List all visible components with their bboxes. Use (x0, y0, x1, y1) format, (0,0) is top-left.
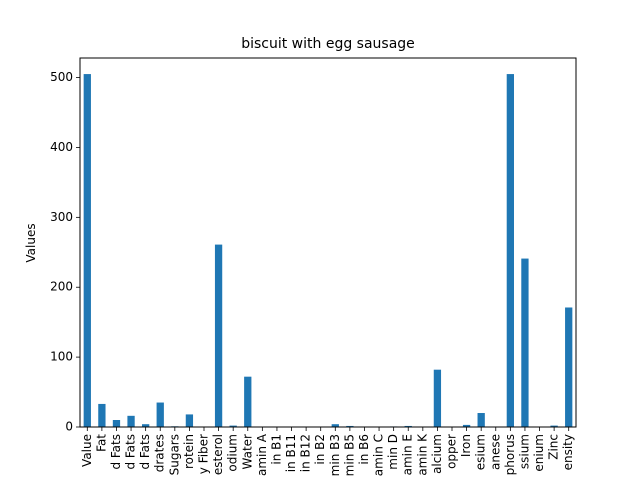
x-tick-label: Fat (94, 434, 108, 452)
bar (565, 307, 572, 427)
x-tick-label: in B12 (299, 434, 313, 472)
x-tick-label: in B11 (284, 434, 298, 472)
x-tick-label: Sugars (167, 434, 181, 475)
bar (244, 377, 251, 427)
x-tick-label: rotein (182, 434, 196, 469)
x-tick-label: amin A (255, 433, 269, 476)
x-tick-label: Zinc (547, 434, 561, 460)
x-tick-label: in B2 (313, 434, 327, 465)
x-tick-label: Iron (459, 434, 473, 457)
x-tick-label: esterol (211, 434, 225, 475)
x-tick-label: y Fiber (197, 434, 211, 474)
x-tick-label: phorus (503, 434, 517, 475)
bar (478, 413, 485, 427)
x-tick-label: d Fats (109, 434, 123, 470)
y-tick-label: 400 (50, 140, 73, 154)
x-tick-label: amin E (401, 434, 415, 475)
x-tick-label: min B5 (342, 434, 356, 476)
bar (215, 245, 222, 427)
x-tick-label: drates (153, 434, 167, 472)
bar (113, 420, 120, 427)
x-tick-label: min D (386, 434, 400, 470)
x-tick-label: odium (226, 434, 240, 472)
x-tick-label: in B1 (269, 434, 283, 465)
x-tick-label: alcium (430, 434, 444, 474)
x-tick-label: enium (532, 434, 546, 472)
x-tick-label: d Fats (138, 434, 152, 470)
x-tick-label: anese (488, 434, 502, 470)
x-tick-label: Value (80, 434, 94, 467)
y-tick-label: 500 (50, 70, 73, 84)
y-tick-label: 200 (50, 280, 73, 294)
bar (521, 259, 528, 427)
bar (507, 74, 514, 427)
x-tick-label: Water (240, 434, 254, 470)
y-axis-label: Values (24, 223, 38, 262)
x-tick-label: min B3 (328, 434, 342, 476)
x-tick-label: amin C (372, 434, 386, 476)
y-tick-label: 300 (50, 210, 73, 224)
x-tick-label: ensity (561, 434, 575, 470)
bar (157, 403, 164, 427)
x-tick-label: ssium (517, 434, 531, 469)
bar (84, 74, 91, 427)
chart-title: biscuit with egg sausage (241, 36, 415, 52)
x-tick-label: opper (445, 434, 459, 469)
bar (127, 416, 134, 427)
bar (98, 404, 105, 427)
y-tick-label: 100 (50, 350, 73, 364)
x-tick-label: in B6 (357, 434, 371, 465)
x-tick-label: esium (474, 434, 488, 470)
bar (434, 370, 441, 427)
bar (186, 414, 193, 427)
y-tick-label: 0 (65, 420, 73, 434)
x-tick-label: d Fats (124, 434, 138, 470)
x-tick-label: amin K (415, 433, 429, 476)
